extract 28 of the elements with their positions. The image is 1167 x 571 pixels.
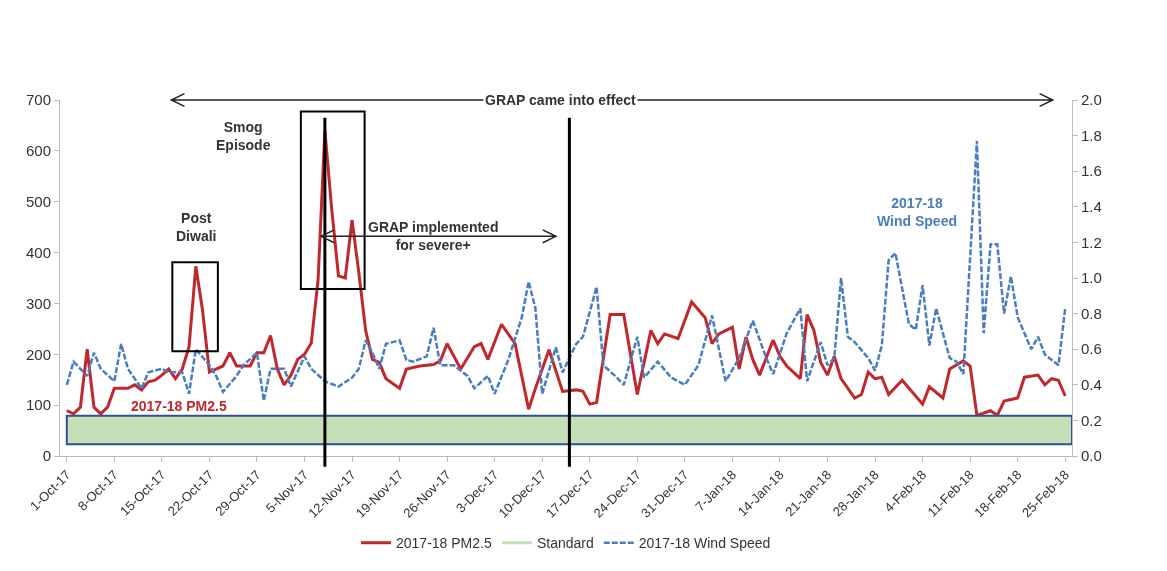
annotation: GRAP implemented for severe+ <box>368 219 499 254</box>
y2-tick-label: 0.8 <box>1081 304 1102 322</box>
y-tick-label: 700 <box>25 91 51 109</box>
legend-label: 2017-18 PM2.5 <box>396 535 492 552</box>
y2-tick-label: 0.2 <box>1081 411 1102 429</box>
annotation: Post Diwali <box>176 210 217 245</box>
y2-tick-label: 0.4 <box>1081 376 1102 394</box>
y2-tick-label: 0.6 <box>1081 340 1102 358</box>
y-tick-label: 300 <box>25 294 51 312</box>
annotation: 2017-18 Wind Speed <box>877 195 957 230</box>
legend-label: Standard <box>536 535 594 552</box>
y2-tick-label: 1.4 <box>1081 198 1102 216</box>
y-tick-label: 400 <box>25 243 51 261</box>
y2-tick-label: 1.6 <box>1081 162 1102 180</box>
y-tick-label: 600 <box>25 142 51 160</box>
annotation: 2017-18 PM2.5 <box>131 398 227 414</box>
annotation: Smog Episode <box>216 119 271 154</box>
y2-tick-label: 2.0 <box>1081 91 1102 109</box>
y2-tick-label: 0.0 <box>1081 447 1102 465</box>
y2-tick-label: 1.8 <box>1081 126 1102 144</box>
annotation: GRAP came into effect <box>485 92 637 108</box>
legend-label: 2017-18 Wind Speed <box>638 535 771 552</box>
y2-tick-label: 1.0 <box>1081 269 1102 287</box>
y-tick-label: 200 <box>25 345 51 363</box>
y-tick-label: 500 <box>25 192 51 210</box>
y2-tick-label: 1.2 <box>1081 233 1102 251</box>
y-tick-label: 100 <box>25 396 51 414</box>
y-tick-label: 0 <box>42 447 51 465</box>
